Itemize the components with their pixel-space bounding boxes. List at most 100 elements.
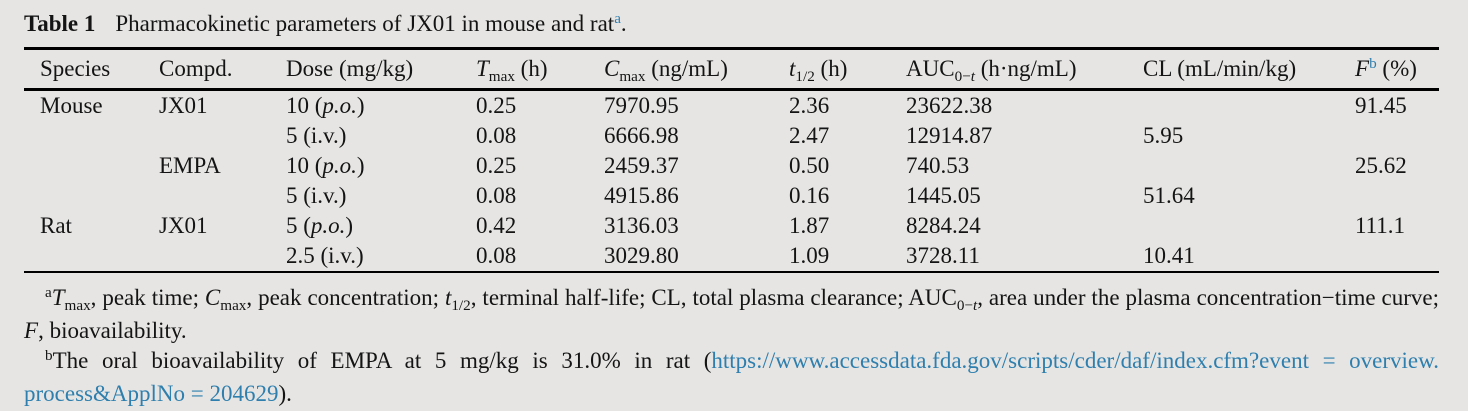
table-cell: [1143, 90, 1355, 122]
text-segment: 12914.87: [906, 123, 993, 148]
table-cell: 10.41: [1143, 241, 1355, 271]
table-cell: 3029.80: [604, 241, 789, 271]
table-cell: 3136.03: [604, 211, 789, 241]
table-cell: 0.50: [789, 151, 906, 181]
table-cell: [1143, 211, 1355, 241]
column-header: CL (mL/min/kg): [1143, 49, 1355, 90]
table-cell: [1355, 181, 1439, 211]
table-cell: 1445.05: [906, 181, 1143, 211]
text-segment: 25.62: [1355, 153, 1407, 178]
column-header: Tmax (h): [476, 49, 604, 90]
text-segment: T: [476, 56, 489, 81]
table-cell: [1143, 151, 1355, 181]
text-segment: , terminal half-life; CL, total plasma c…: [470, 285, 957, 310]
footnote: bThe oral bioavailability of EMPA at 5 m…: [24, 346, 1439, 409]
fda-link[interactable]: https://www.accessdata.fda.gov/scripts/c…: [711, 348, 1439, 373]
text-segment: 0.16: [789, 183, 830, 208]
table-cell: 2.5 (i.v.): [286, 241, 476, 271]
text-segment: max: [220, 296, 247, 314]
text-segment: 0.50: [789, 153, 830, 178]
table-body: Mouse JX01 10 (p.o.) 0.25 7970.95 2.36 23622.3…: [24, 90, 1439, 272]
table-cell: 111.1: [1355, 211, 1439, 241]
table-cell: [24, 121, 159, 151]
fda-link[interactable]: process&ApplNo = 204629: [24, 381, 279, 406]
text-segment: t: [972, 296, 978, 314]
text-segment: (h): [514, 56, 548, 81]
table-cell: [1355, 121, 1439, 151]
text-segment: EMPA: [159, 153, 221, 178]
footnote-marker: a: [45, 283, 52, 301]
text-segment: 5 (i.v.): [286, 183, 347, 208]
text-segment: 2459.37: [604, 153, 679, 178]
text-segment: 2.5 (i.v.): [286, 243, 364, 268]
table-cell: 0.08: [476, 121, 604, 151]
text-segment: 2.47: [789, 123, 830, 148]
table-cell: 2.47: [789, 121, 906, 151]
text-segment: 5 (i.v.): [286, 123, 347, 148]
table-cell: [24, 181, 159, 211]
table-row: EMPA 10 (p.o.) 0.25 2459.37 0.50 740.53 25.62: [24, 151, 1439, 181]
table-cell: 5.95: [1143, 121, 1355, 151]
table-cell: [1355, 241, 1439, 271]
text-segment: 2.36: [789, 93, 830, 118]
table-cell: 4915.86: [604, 181, 789, 211]
text-segment: 740.53: [906, 153, 970, 178]
table-cell: 0.25: [476, 151, 604, 181]
table-row: Mouse JX01 10 (p.o.) 0.25 7970.95 2.36 23622.3…: [24, 90, 1439, 122]
text-segment: 23622.38: [906, 93, 993, 118]
caption-period: .: [620, 11, 627, 36]
table-caption: Table 1 Pharmacokinetic parameters of JX0…: [24, 0, 1439, 47]
text-segment: 3136.03: [604, 213, 679, 238]
caption-text: Pharmacokinetic parameters of JX01 in mo…: [115, 11, 615, 36]
table-cell: 7970.95: [604, 90, 789, 122]
table-cell: 51.64: [1143, 181, 1355, 211]
table-cell: 5 (p.o.): [286, 211, 476, 241]
text-segment: Dose (mg/kg): [286, 56, 414, 81]
text-segment: 0.08: [476, 123, 517, 148]
text-segment: 0.08: [476, 243, 517, 268]
text-segment: 10 (: [286, 153, 323, 178]
text-segment: t: [444, 285, 452, 310]
table-cell: 740.53: [906, 151, 1143, 181]
table-cell: 12914.87: [906, 121, 1143, 151]
text-segment: 4915.86: [604, 183, 679, 208]
text-segment: 3029.80: [604, 243, 679, 268]
table-cell: 0.16: [789, 181, 906, 211]
text-segment: JX01: [159, 213, 208, 238]
table-row: 5 (i.v.) 0.08 6666.98 2.47 12914.87 5.95: [24, 121, 1439, 151]
column-header: Compd.: [159, 49, 286, 90]
text-segment: 0−: [954, 67, 971, 85]
text-segment: F: [1355, 56, 1370, 81]
text-segment: 3728.11: [906, 243, 980, 268]
column-header: AUC0−t (h·ng/mL): [906, 49, 1143, 90]
text-segment: max: [619, 67, 646, 85]
column-header: t1/2 (h): [789, 49, 906, 90]
table-cell: 0.08: [476, 181, 604, 211]
text-segment: 1/2: [451, 296, 471, 314]
table-footer-rule: [24, 271, 1439, 273]
text-segment: max: [64, 296, 91, 314]
text-segment: 1445.05: [906, 183, 981, 208]
text-segment: Mouse: [40, 93, 103, 118]
text-segment: ): [345, 213, 354, 238]
footnotes: aTmax, peak time; Cmax, peak concentrati…: [24, 273, 1439, 409]
footnote-ref-a: a: [614, 9, 621, 27]
text-segment: 1.09: [789, 243, 830, 268]
table-cell: 10 (p.o.): [286, 151, 476, 181]
text-segment: 10.41: [1143, 243, 1195, 268]
text-segment: 0.08: [476, 183, 517, 208]
table-cell: Rat: [24, 211, 159, 241]
text-segment: C: [204, 285, 221, 310]
column-header: Fb (%): [1355, 49, 1439, 90]
table-cell: [159, 121, 286, 151]
text-segment: p.o.: [310, 213, 346, 238]
table-cell: 6666.98: [604, 121, 789, 151]
text-segment: T: [51, 285, 65, 310]
table-cell: 3728.11: [906, 241, 1143, 271]
text-segment: C: [604, 56, 620, 81]
table-cell: 23622.38: [906, 90, 1143, 122]
text-segment: CL (mL/min/kg): [1143, 56, 1297, 81]
table-cell: JX01: [159, 90, 286, 122]
table-row: Rat JX01 5 (p.o.) 0.42 3136.03 1.87 8284.24 111…: [24, 211, 1439, 241]
